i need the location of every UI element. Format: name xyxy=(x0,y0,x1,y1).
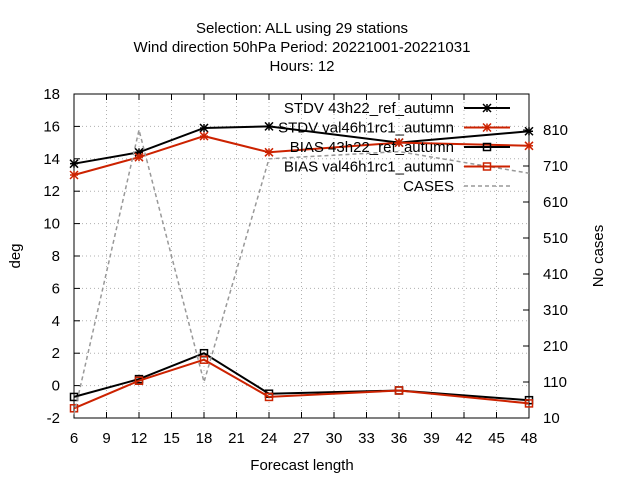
legend-label: STDV val46h1rc1_autumn xyxy=(278,120,454,137)
data-point xyxy=(69,159,79,169)
x-tick-label: 18 xyxy=(196,430,213,447)
x-tick-label: 24 xyxy=(261,430,278,447)
x-tick-label: 15 xyxy=(163,430,180,447)
legend-label: CASES xyxy=(403,178,454,195)
data-point xyxy=(524,399,534,408)
legend-marker xyxy=(482,142,492,152)
y2-tick-label: 110 xyxy=(543,374,567,391)
y2-tick-label: 310 xyxy=(543,302,568,319)
chart-title-line: Selection: ALL using 29 stations xyxy=(196,20,408,37)
y2-tick-label: 710 xyxy=(543,158,568,175)
chart-title-line: Hours: 12 xyxy=(269,58,334,75)
data-point xyxy=(394,386,404,395)
y2-tick-label: 610 xyxy=(543,194,568,211)
series-line-4 xyxy=(73,129,530,415)
legend-label: STDV 43h22_ref_autumn xyxy=(284,100,454,117)
x-tick-label: 42 xyxy=(456,430,473,447)
data-point xyxy=(264,121,274,131)
data-point xyxy=(199,131,209,141)
legend-label: BIAS 43h22_ref_autumn xyxy=(290,139,454,156)
data-point xyxy=(524,141,534,151)
y2-tick-label: 410 xyxy=(543,266,568,283)
y-tick-label: 8 xyxy=(52,248,60,265)
y2-axis-label: No cases xyxy=(590,225,607,288)
data-point xyxy=(134,152,144,162)
y-axis-label: deg xyxy=(7,243,24,268)
y-tick-label: 14 xyxy=(43,151,60,168)
y-tick-label: 2 xyxy=(52,345,60,362)
x-tick-label: 45 xyxy=(488,430,505,447)
y-tick-label: 12 xyxy=(43,183,60,200)
x-axis-label: Forecast length xyxy=(250,457,353,474)
data-point xyxy=(264,147,274,157)
legend-marker xyxy=(482,122,492,133)
x-tick-label: 21 xyxy=(228,430,245,447)
y-tick-label: 0 xyxy=(52,378,60,395)
data-point xyxy=(199,123,209,133)
x-tick-label: 27 xyxy=(293,430,310,447)
series-line-3 xyxy=(73,358,530,410)
y-tick-label: 6 xyxy=(52,280,60,297)
y-tick-label: 18 xyxy=(43,86,60,103)
series-line-1 xyxy=(73,135,530,176)
x-tick-label: 30 xyxy=(326,430,343,447)
legend-label: BIAS val46h1rc1_autumn xyxy=(284,159,454,176)
y2-tick-label: 210 xyxy=(543,338,568,355)
x-tick-label: 9 xyxy=(102,430,110,447)
y-tick-label: 4 xyxy=(52,313,60,330)
chart-title-line: Wind direction 50hPa Period: 20221001-20… xyxy=(134,39,471,56)
series-line-0 xyxy=(73,125,530,165)
data-point xyxy=(264,392,274,402)
x-tick-label: 6 xyxy=(70,430,78,447)
x-tick-label: 36 xyxy=(391,430,408,447)
data-point xyxy=(524,126,534,136)
y-tick-label: 16 xyxy=(43,118,60,135)
x-tick-label: 12 xyxy=(131,430,148,447)
y2-tick-label: 510 xyxy=(543,230,568,247)
data-point xyxy=(394,138,404,148)
data-point xyxy=(69,170,79,180)
data-point xyxy=(134,376,144,385)
x-tick-label: 48 xyxy=(521,430,538,447)
data-point xyxy=(199,355,209,364)
x-tick-label: 33 xyxy=(358,430,375,447)
legend-marker xyxy=(482,103,492,113)
y-tick-label: 10 xyxy=(43,216,60,233)
y2-tick-label: 810 xyxy=(543,122,568,139)
x-tick-label: 39 xyxy=(423,430,440,447)
legend-marker xyxy=(482,162,492,171)
y-tick-label: -2 xyxy=(47,410,60,427)
y2-tick-label: 10 xyxy=(543,410,560,427)
